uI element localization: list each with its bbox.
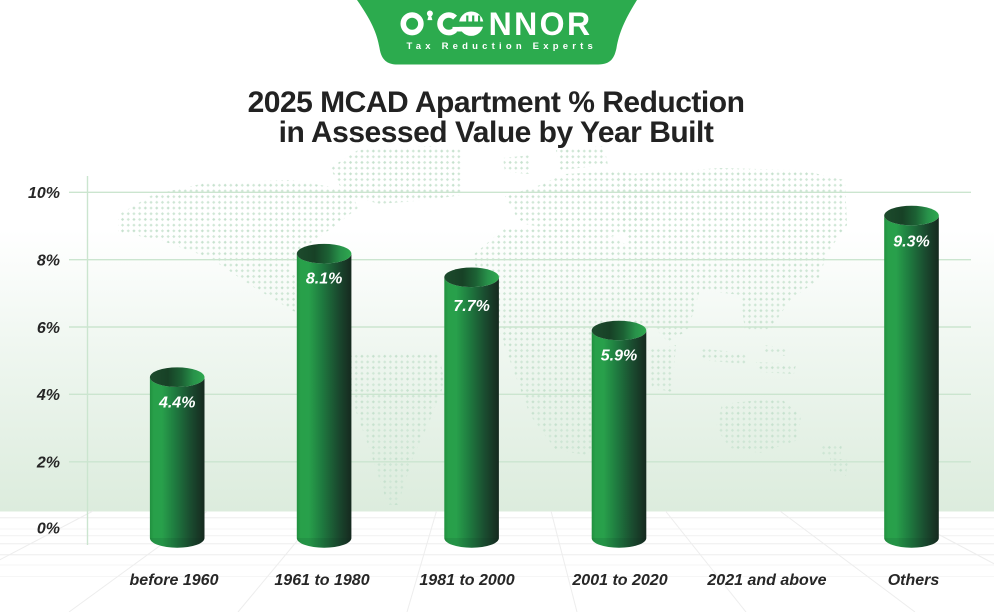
svg-text:4%: 4% (36, 387, 60, 404)
svg-text:Tax Reduction Experts: Tax Reduction Experts (407, 41, 597, 52)
svg-text:5.9%: 5.9% (601, 347, 637, 364)
svg-text:NNOR: NNOR (489, 6, 590, 42)
svg-text:in Assessed Value by Year Buil: in Assessed Value by Year Built (279, 116, 714, 149)
svg-text:4.4%: 4.4% (158, 395, 195, 412)
svg-text:2025 MCAD Apartment % Reductio: 2025 MCAD Apartment % Reduction (248, 86, 745, 119)
svg-text:8%: 8% (37, 253, 60, 270)
svg-text:2021 and above: 2021 and above (706, 572, 826, 589)
svg-text:2%: 2% (36, 455, 60, 472)
svg-text:7.7%: 7.7% (453, 298, 489, 315)
svg-text:Others: Others (888, 572, 940, 589)
svg-text:1961 to 1980: 1961 to 1980 (274, 572, 369, 589)
svg-text:0%: 0% (37, 520, 60, 537)
svg-text:8.1%: 8.1% (306, 271, 342, 288)
svg-text:10%: 10% (28, 185, 60, 202)
svg-text:1981 to 2000: 1981 to 2000 (419, 572, 514, 589)
svg-text:6%: 6% (37, 320, 60, 337)
svg-text:9.3%: 9.3% (893, 234, 929, 251)
svg-text:2001 to 2020: 2001 to 2020 (571, 572, 667, 589)
svg-text:before 1960: before 1960 (130, 572, 219, 589)
